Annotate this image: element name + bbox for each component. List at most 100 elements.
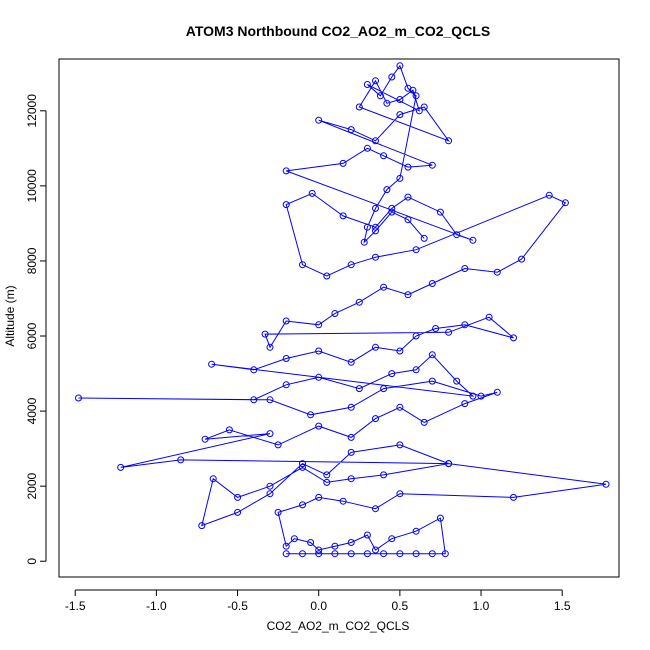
data-point [372,546,379,554]
data-point [250,366,258,374]
data-point [404,216,412,224]
x-tick-label: -1.0 [146,599,167,613]
data-point [363,144,371,152]
data-point [323,272,331,280]
data-point [208,360,216,368]
data-point [493,388,501,396]
data-point [412,246,420,254]
data-point [331,310,339,317]
data-point [428,161,436,169]
data-point [396,111,404,119]
y-tick-label: 10000 [25,169,39,203]
data-point [282,201,290,209]
x-axis: -1.5 -1.0 -0.5 0.0 0.5 1.0 1.5 [65,589,571,613]
data-point [266,490,274,498]
data-point [266,396,274,404]
y-axis: 0 2000 4000 6000 8000 10000 12000 [25,94,47,565]
data-point [436,514,444,522]
data-point [445,460,453,468]
data-point [282,381,290,389]
data-point [602,480,610,488]
data-point [453,377,461,385]
data-point [372,77,379,85]
data-point [315,116,323,124]
data-point [380,550,388,558]
y-axis-label: Altitude (m) [3,285,17,346]
y-tick-label: 6000 [25,322,39,349]
data-point [315,550,323,558]
data-point [234,508,242,516]
data-point [420,103,428,111]
data-point [380,152,388,160]
y-tick-label: 12000 [25,94,39,128]
data-point [469,236,477,244]
data-point [388,535,396,543]
data-point [445,328,453,336]
data-point [396,490,404,498]
data-point [274,441,282,449]
data-point [315,347,323,355]
data-point [445,137,453,145]
data-point [307,411,315,419]
data-point [315,321,323,329]
data-point [372,415,379,423]
y-tick-label: 4000 [25,397,39,424]
data-point [396,550,404,558]
data-point [355,103,363,111]
data-point [420,418,428,426]
data-point [315,546,323,554]
data-point [372,253,379,261]
data-point [412,332,420,340]
x-tick-label: -1.5 [65,599,86,613]
chart-title: ATOM3 Northbound CO2_AO2_m_CO2_QCLS [186,23,490,39]
data-point [412,527,420,535]
data-point [331,542,339,550]
data-point [372,227,379,235]
plot-frame [58,58,620,578]
data-point [428,351,436,359]
data-point [372,137,379,145]
data-point [347,433,355,441]
data-point [380,283,388,291]
data-point [432,325,440,332]
data-point [274,508,282,516]
data-point [561,199,569,207]
data-point [282,317,290,325]
data-point [117,463,125,471]
data-point [209,475,217,483]
data-point [363,550,371,558]
data-point [347,403,355,411]
data-point [404,291,412,299]
data-point [461,321,469,329]
data-point [396,96,404,103]
data-point [461,265,469,272]
data-point [380,471,388,479]
x-tick-label: -0.5 [227,599,248,613]
data-point [290,535,298,543]
data-point [420,234,428,242]
data-point [299,501,306,509]
data-point [347,475,355,483]
data-point [282,542,290,550]
data-point [339,159,347,167]
data-point [363,531,371,539]
data-point [299,460,306,468]
data-point [404,163,412,171]
data-point [266,343,274,351]
data-point [380,385,388,393]
data-point [363,223,371,231]
data-point [198,522,206,530]
data-point [266,430,274,438]
x-tick-label: 0.0 [310,599,327,613]
data-point [388,370,396,378]
data-point [404,193,412,201]
data-point [388,204,396,212]
data-point [436,208,444,216]
data-point [376,92,384,100]
y-tick-label: 2000 [25,472,39,499]
x-tick-label: 1.5 [554,599,571,613]
data-point [201,435,209,443]
data-point [469,392,477,400]
data-point [347,126,355,134]
